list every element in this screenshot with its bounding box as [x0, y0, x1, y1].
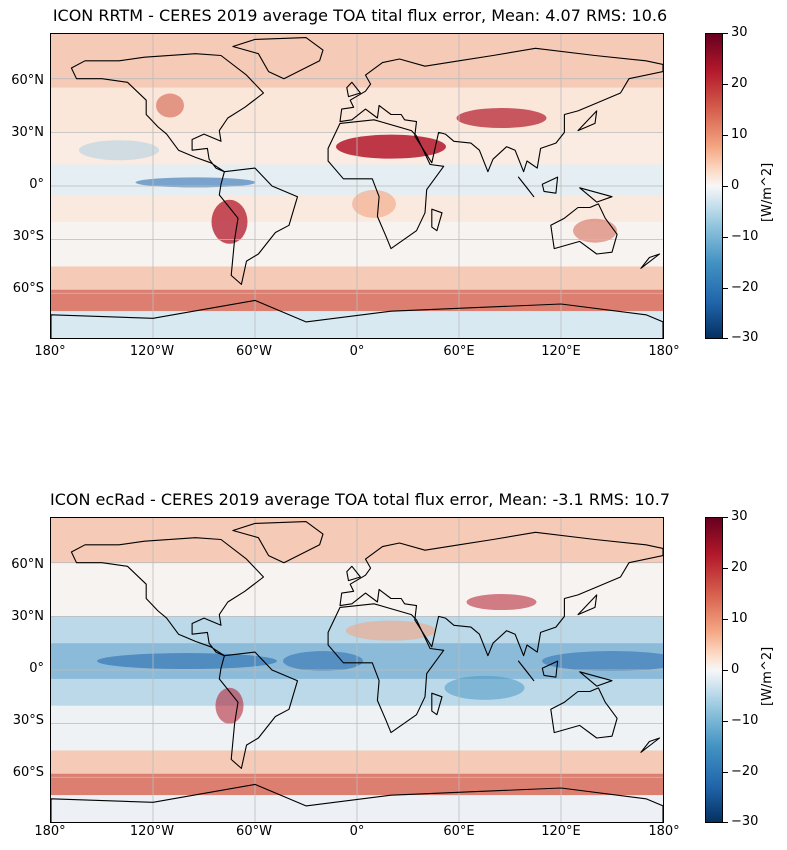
colorbar-tick-label: 20	[731, 560, 748, 575]
lon-label-120e: 120°E	[541, 824, 581, 839]
colorbar	[705, 33, 723, 339]
colorbar	[705, 517, 723, 823]
colorbar-tick-label: 0	[731, 662, 740, 677]
lon-label-180e: 180°	[648, 344, 680, 359]
lat-label-60n: 60°N	[11, 557, 44, 572]
lon-label-60e: 60°E	[443, 824, 475, 839]
map-plot-area	[50, 517, 664, 823]
lat-label-60n: 60°N	[11, 73, 44, 88]
flux-error-map	[51, 34, 663, 338]
colorbar-tick-label: −20	[731, 764, 759, 779]
lat-label-30n: 30°N	[11, 609, 44, 624]
map-panel-ecrad: ICON ecRad - CERES 2019 average TOA tota…	[0, 484, 787, 850]
coastlines	[51, 37, 663, 338]
colorbar-tick-label: 10	[731, 611, 748, 626]
panel-title: ICON RRTM - CERES 2019 average TOA tital…	[52, 6, 668, 25]
lat-label-60s: 60°S	[12, 281, 44, 296]
colorbar-unit-label: [W/m^2]	[760, 162, 775, 222]
panel-title: ICON ecRad - CERES 2019 average TOA tota…	[49, 490, 670, 509]
colorbar-tick-label: 30	[731, 25, 748, 40]
lon-label-180w: 180°	[34, 344, 66, 359]
lon-label-180w: 180°	[34, 824, 66, 839]
colorbar-tick-label: −10	[731, 713, 759, 728]
lon-label-60w: 60°W	[236, 824, 272, 839]
map-plot-area	[50, 33, 664, 339]
lat-label-eq: 0°	[29, 661, 44, 676]
lat-label-60s: 60°S	[12, 765, 44, 780]
lat-label-eq: 0°	[29, 177, 44, 192]
lon-label-120e: 120°E	[541, 344, 581, 359]
colorbar-unit-label: [W/m^2]	[760, 646, 775, 706]
colorbar-tick-label: 30	[731, 509, 748, 524]
flux-error-map	[51, 518, 663, 822]
lon-label-180e: 180°	[648, 824, 680, 839]
map-panel-rrtm: ICON RRTM - CERES 2019 average TOA tital…	[0, 0, 787, 370]
lon-label-60e: 60°E	[443, 344, 475, 359]
colorbar-tick-label: −30	[731, 330, 759, 345]
colorbar-tick-label: −10	[731, 229, 759, 244]
lat-label-30n: 30°N	[11, 125, 44, 140]
lon-label-0: 0°	[349, 344, 365, 359]
lon-label-0: 0°	[349, 824, 365, 839]
lat-label-30s: 30°S	[12, 713, 44, 728]
colorbar-tick-label: 0	[731, 178, 740, 193]
colorbar-tick-label: −20	[731, 280, 759, 295]
lon-label-120w: 120°W	[129, 344, 175, 359]
coastlines	[51, 521, 663, 822]
colorbar-tick-label: 10	[731, 127, 748, 142]
lon-label-60w: 60°W	[236, 344, 272, 359]
lon-label-120w: 120°W	[129, 824, 175, 839]
colorbar-tick-label: −30	[731, 814, 759, 829]
colorbar-tick-label: 20	[731, 76, 748, 91]
lat-label-30s: 30°S	[12, 229, 44, 244]
